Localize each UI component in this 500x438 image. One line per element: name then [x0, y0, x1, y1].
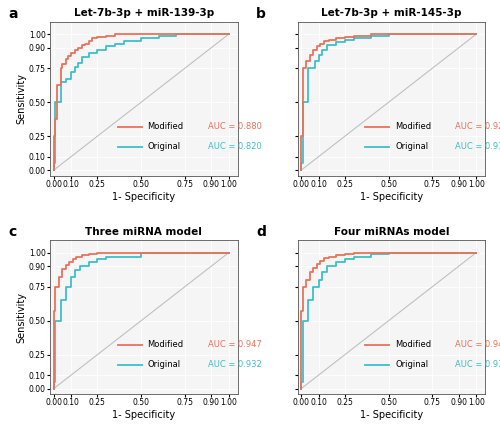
Text: Original: Original: [395, 360, 428, 370]
Text: AUC = 0.947: AUC = 0.947: [455, 340, 500, 350]
Text: AUC = 0.911: AUC = 0.911: [455, 142, 500, 151]
X-axis label: 1- Specificity: 1- Specificity: [112, 192, 176, 201]
Text: Original: Original: [148, 360, 180, 370]
Text: AUC = 0.932: AUC = 0.932: [208, 360, 261, 370]
X-axis label: 1- Specificity: 1- Specificity: [112, 410, 176, 420]
Text: AUC = 0.925: AUC = 0.925: [455, 122, 500, 131]
Text: d: d: [256, 225, 266, 239]
Text: Modified: Modified: [148, 122, 184, 131]
Title: Four miRNAs model: Four miRNAs model: [334, 227, 449, 237]
Text: Modified: Modified: [395, 122, 431, 131]
Text: AUC = 0.880: AUC = 0.880: [208, 122, 262, 131]
Text: Modified: Modified: [148, 340, 184, 350]
Text: Modified: Modified: [395, 340, 431, 350]
Text: AUC = 0.820: AUC = 0.820: [208, 142, 261, 151]
Y-axis label: Sensitivity: Sensitivity: [16, 292, 26, 343]
Text: AUC = 0.932: AUC = 0.932: [455, 360, 500, 370]
X-axis label: 1- Specificity: 1- Specificity: [360, 192, 423, 201]
Text: b: b: [256, 7, 266, 21]
Text: c: c: [9, 225, 17, 239]
Text: Original: Original: [395, 142, 428, 151]
Text: a: a: [9, 7, 18, 21]
Title: Let-7b-3p + miR-139-3p: Let-7b-3p + miR-139-3p: [74, 8, 214, 18]
Title: Let-7b-3p + miR-145-3p: Let-7b-3p + miR-145-3p: [321, 8, 462, 18]
X-axis label: 1- Specificity: 1- Specificity: [360, 410, 423, 420]
Title: Three miRNA model: Three miRNA model: [86, 227, 202, 237]
Text: Original: Original: [148, 142, 180, 151]
Y-axis label: Sensitivity: Sensitivity: [16, 73, 26, 124]
Text: AUC = 0.947: AUC = 0.947: [208, 340, 261, 350]
